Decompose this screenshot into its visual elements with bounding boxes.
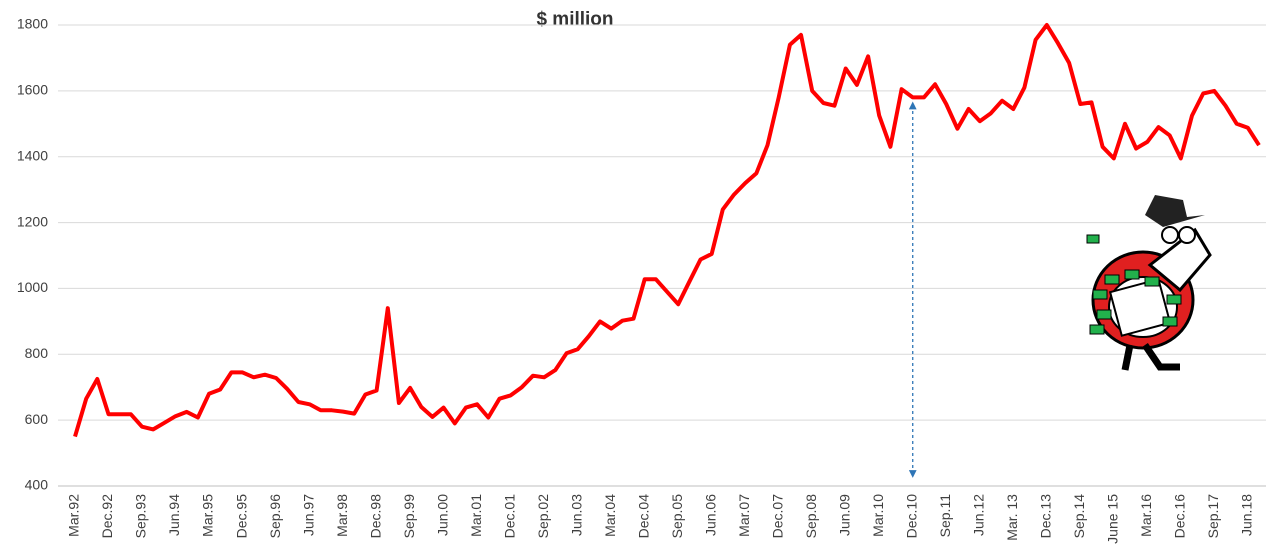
x-tick-label: Sep.02 xyxy=(535,494,551,539)
x-tick-label: Dec.13 xyxy=(1037,494,1053,539)
x-tick-label: Mar.16 xyxy=(1138,494,1154,537)
chart-title: $ million xyxy=(536,9,613,30)
x-tick-label: Dec.16 xyxy=(1172,494,1188,539)
x-tick-label: Sep.93 xyxy=(133,494,149,539)
x-tick-label: Sep.17 xyxy=(1205,494,1221,539)
x-tick-label: Jun.12 xyxy=(970,494,986,536)
y-tick-label: 1800 xyxy=(17,16,48,32)
x-tick-label: June 15 xyxy=(1104,494,1120,544)
y-tick-label: 400 xyxy=(25,477,49,493)
x-tick-label: Mar.92 xyxy=(66,494,82,537)
y-tick-label: 800 xyxy=(25,345,49,361)
y-tick-label: 1600 xyxy=(17,82,48,98)
x-tick-label: Jun.06 xyxy=(702,494,718,536)
x-tick-label: Jun.00 xyxy=(434,494,450,536)
x-tick-label: Mar.01 xyxy=(468,494,484,537)
x-tick-label: Jun.03 xyxy=(568,494,584,536)
x-tick-label: Mar.07 xyxy=(736,494,752,537)
x-tick-label: Sep.11 xyxy=(937,494,953,538)
x-tick-label: Dec.92 xyxy=(99,494,115,539)
x-tick-label: Dec.01 xyxy=(501,494,517,539)
x-tick-label: Jun.97 xyxy=(300,494,316,536)
x-tick-label: Dec.95 xyxy=(233,494,249,539)
x-tick-label: Sep.99 xyxy=(401,494,417,539)
y-tick-label: 1400 xyxy=(17,147,48,163)
x-tick-label: Sep.14 xyxy=(1071,494,1087,539)
y-tick-label: 1200 xyxy=(17,213,48,229)
x-tick-label: Mar.95 xyxy=(200,494,216,537)
x-tick-label: Sep.05 xyxy=(669,494,685,539)
thief-cartoon xyxy=(1086,195,1212,371)
x-tick-label: Mar. 13 xyxy=(1004,494,1020,541)
x-tick-label: Dec.98 xyxy=(367,494,383,539)
y-tick-label: 600 xyxy=(25,411,49,427)
x-tick-label: Jun.94 xyxy=(166,494,182,536)
x-tick-label: Dec.04 xyxy=(635,494,651,539)
x-tick-label: Dec.10 xyxy=(903,494,919,539)
y-tick-label: 1000 xyxy=(17,279,48,295)
data-line xyxy=(73,23,1261,438)
x-tick-label: Sep.96 xyxy=(267,494,283,539)
x-tick-label: Mar.98 xyxy=(334,494,350,537)
x-tick-label: Dec.07 xyxy=(769,494,785,539)
x-tick-label: Mar.10 xyxy=(870,494,886,537)
x-tick-label: Mar.04 xyxy=(602,494,618,537)
x-tick-label: Jun.09 xyxy=(836,494,852,536)
x-tick-label: Sep.08 xyxy=(803,494,819,539)
x-tick-label: Jun.18 xyxy=(1239,494,1255,536)
